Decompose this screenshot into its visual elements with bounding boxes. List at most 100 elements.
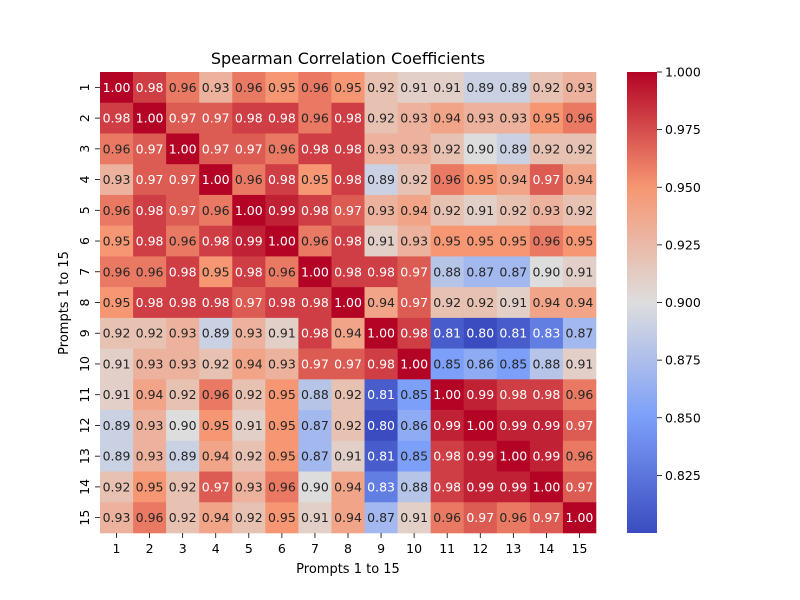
cell-value-label: 0.97: [202, 479, 230, 494]
cell-value-label: 0.92: [466, 295, 494, 310]
heatmap-cell: [496, 194, 531, 226]
cell-value-label: 0.95: [202, 264, 230, 279]
heatmap-cell: [298, 164, 332, 196]
y-tick-label: 2: [77, 114, 92, 122]
heatmap-cell: [166, 502, 200, 534]
cell-value-label: 0.92: [235, 510, 263, 525]
heatmap-cell: [562, 471, 597, 503]
heatmap-cell: [331, 287, 365, 319]
cell-value-label: 0.98: [367, 264, 395, 279]
heatmap-cell: [133, 317, 167, 349]
cell-value-label: 0.94: [532, 295, 560, 310]
cell-value-label: 0.98: [169, 264, 197, 279]
cell-value-label: 0.97: [532, 172, 560, 187]
cell-value-label: 0.92: [400, 172, 428, 187]
cell-value-label: 0.91: [499, 295, 527, 310]
heatmap-cell: [331, 164, 365, 196]
heatmap-cell: [298, 379, 332, 411]
heatmap-cell: [166, 133, 200, 165]
cell-value-label: 0.86: [400, 418, 428, 433]
cell-value-label: 0.98: [169, 295, 197, 310]
heatmap-cell: [562, 348, 597, 380]
heatmap-cell: [430, 348, 465, 380]
heatmap-cell: [199, 225, 233, 257]
cell-value-label: 0.87: [466, 264, 494, 279]
heatmap-cell: [529, 379, 564, 411]
cell-value-label: 0.98: [268, 172, 296, 187]
cell-value-label: 0.93: [400, 141, 428, 156]
cell-value-label: 0.93: [532, 203, 560, 218]
cell-value-label: 1.00: [433, 387, 461, 402]
heatmap-cell: [232, 287, 266, 319]
heatmap-cell: [100, 379, 134, 411]
heatmap-cell: [430, 256, 465, 288]
heatmap-cell: [463, 256, 498, 288]
heatmap-cell: [298, 194, 332, 226]
heatmap-cell: [364, 317, 398, 349]
heatmap-cell: [100, 256, 134, 288]
cell-value-label: 0.98: [334, 141, 362, 156]
heatmap-cell: [562, 287, 597, 319]
cell-value-label: 0.93: [169, 326, 197, 341]
cell-value-label: 0.88: [400, 479, 428, 494]
heatmap-cell: [232, 440, 266, 472]
heatmap-cell: [397, 133, 431, 165]
cell-value-label: 0.94: [202, 449, 230, 464]
heatmap-cell: [100, 102, 134, 134]
heatmap-cell: [364, 440, 398, 472]
cell-value-label: 0.98: [136, 203, 164, 218]
cell-value-label: 0.97: [566, 479, 594, 494]
cell-value-label: 0.98: [202, 295, 230, 310]
cell-value-label: 0.96: [566, 449, 594, 464]
cell-value-label: 0.94: [566, 295, 594, 310]
chart-title: Spearman Correlation Coefficients: [211, 49, 485, 68]
cell-value-label: 0.95: [466, 234, 494, 249]
cell-value-label: 0.96: [566, 387, 594, 402]
heatmap-cell: [430, 164, 465, 196]
heatmap-cell: [496, 471, 531, 503]
cell-value-label: 0.96: [268, 479, 296, 494]
heatmap-cell: [496, 256, 531, 288]
cell-value-label: 0.92: [103, 326, 131, 341]
cell-value-label: 0.83: [367, 479, 395, 494]
heatmap-cell: [199, 194, 233, 226]
cell-value-label: 0.96: [433, 172, 461, 187]
heatmap-cell: [562, 410, 597, 442]
cell-value-label: 0.98: [202, 234, 230, 249]
cell-value-label: 0.89: [103, 418, 131, 433]
heatmap-cell: [364, 194, 398, 226]
cell-value-label: 0.94: [367, 295, 395, 310]
heatmap-cell: [166, 348, 200, 380]
cell-value-label: 0.92: [433, 141, 461, 156]
heatmap-cell: [298, 410, 332, 442]
heatmap-cell: [496, 440, 531, 472]
heatmap-cell: [430, 225, 465, 257]
colorbar: [627, 72, 657, 533]
heatmap-cell: [199, 72, 233, 104]
heatmap-cell: [430, 102, 465, 134]
cell-value-label: 0.93: [235, 479, 263, 494]
cell-value-label: 0.98: [136, 295, 164, 310]
heatmap-cell: [496, 379, 531, 411]
cell-value-label: 0.92: [235, 387, 263, 402]
cell-value-label: 0.92: [532, 141, 560, 156]
heatmap-cell: [463, 471, 498, 503]
heatmap-cell: [562, 133, 597, 165]
cell-value-label: 0.96: [301, 234, 329, 249]
x-tick-label: 15: [572, 541, 588, 556]
heatmap-cell: [397, 502, 431, 534]
cell-value-label: 0.81: [499, 326, 527, 341]
cell-value-label: 0.95: [136, 479, 164, 494]
heatmap-cell: [298, 348, 332, 380]
heatmap-cell: [265, 348, 299, 380]
heatmap-cell: [529, 317, 564, 349]
cell-value-label: 0.87: [301, 449, 329, 464]
heatmap-cell: [232, 194, 266, 226]
heatmap-cell: [496, 225, 531, 257]
y-tick-label: 1: [77, 83, 92, 91]
heatmap-cell: [298, 440, 332, 472]
colorbar-tick-label: 0.825: [665, 468, 701, 483]
cell-value-label: 0.81: [367, 387, 395, 402]
heatmap-cell: [463, 72, 498, 104]
